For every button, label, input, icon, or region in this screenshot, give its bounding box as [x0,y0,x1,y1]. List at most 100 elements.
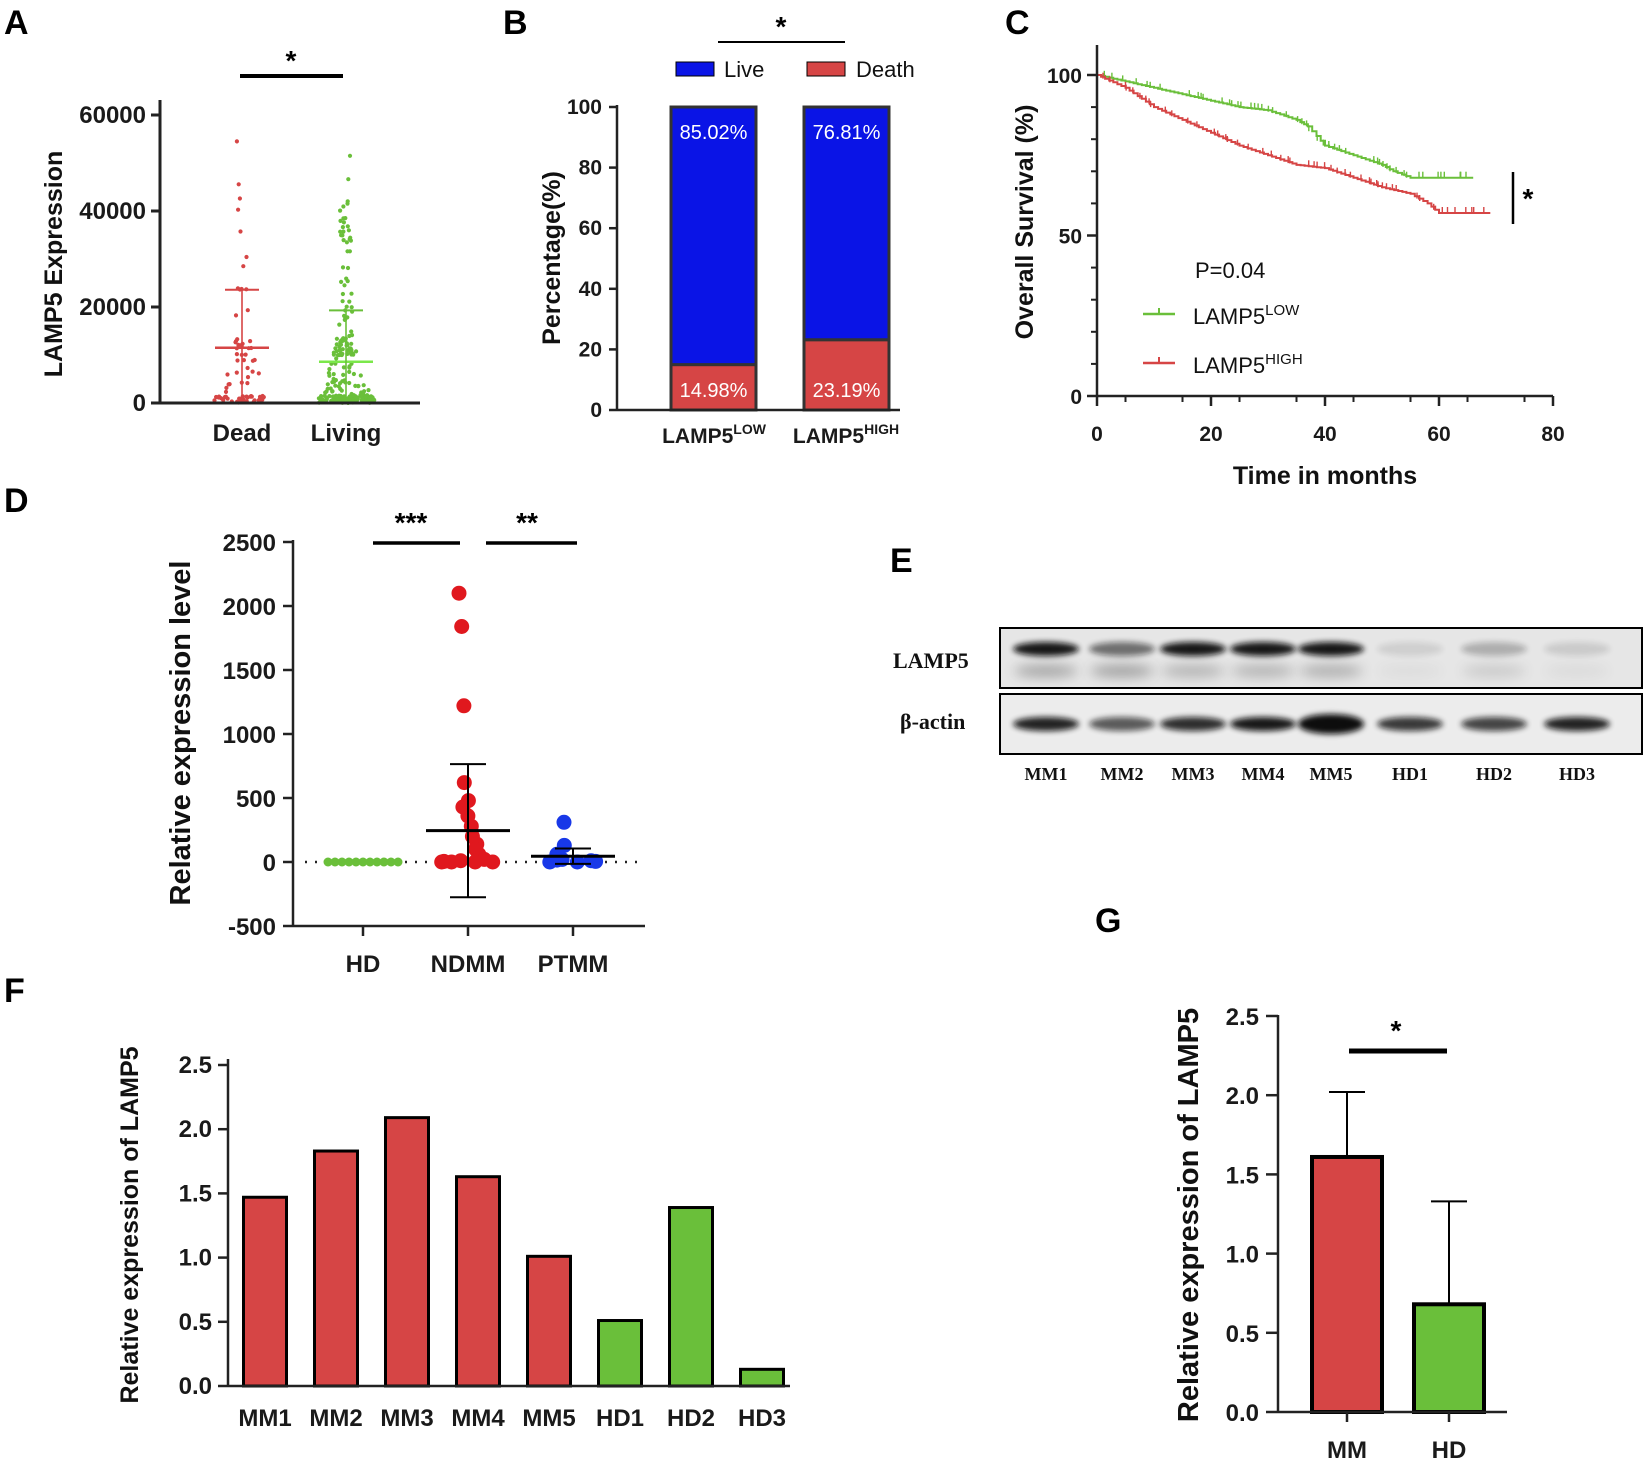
panel-f-x-tick-label: HD2 [667,1405,715,1432]
panel-a-point [356,384,361,389]
panel-d-point [365,857,375,867]
panel-c-x-tick-label: 40 [1313,423,1336,446]
panel-a-point [212,398,217,403]
blot-lane-label: HD1 [1392,764,1428,784]
blot-band-beta-actin [1377,717,1443,731]
panel-label-g: G [1095,902,1121,940]
blot-band-lamp5-upper [1461,642,1527,656]
panel-a-point [369,394,374,399]
panel-a-point [252,357,257,363]
panel-a-point [245,395,250,400]
panel-a-point [245,381,250,386]
panel-a-y-tick-label: 20000 [79,294,146,321]
panel-b-legend-live-swatch [675,61,715,77]
panel-label-d: D [4,482,29,520]
panel-b-y-tick-label: 20 [579,338,602,361]
panel-a-point [344,304,349,309]
blot-lane-label: HD3 [1559,764,1595,784]
panel-a-point [339,233,344,238]
panel-c-y-tick-label: 0 [1070,386,1082,409]
panel-a-point [236,207,241,212]
panel-a-point [340,347,345,352]
panel-f-bars [242,1116,785,1388]
panel-a-point [360,395,365,400]
panel-d-point [542,854,558,870]
panel-d-point [372,857,382,867]
panel-a-y-tick-label: 40000 [79,198,146,225]
panel-d-x-label-ndmm: NDMM [431,951,506,978]
blot-band-lamp5-lower [1014,665,1078,677]
panel-a-point [347,364,352,369]
panel-f-bar: 0.0 0.5 1.0 1.5 2.0 2.5 MM1 MM2 MM3 MM4 MM5 HD1 HD2 H… [116,1046,790,1432]
panel-label-f: F [4,972,25,1010]
panel-a-point [342,313,347,318]
panel-a-point [341,238,346,243]
panel-a-point [238,229,243,234]
panel-a-point [341,372,346,377]
panel-c-legend-low: LAMP5LOW [1193,302,1300,329]
panel-g-bar-mm [1310,1154,1384,1414]
panel-a-y-ticks: 0 20000 40000 60000 [79,102,160,417]
panel-c-legend-high: LAMP5HIGH [1193,351,1303,378]
panel-a-point [233,313,239,318]
blot-row-label-beta-actin: β-actin [900,709,965,734]
panel-f-bar-mm1 [242,1195,288,1388]
panel-b-bar-label-live: 85.02% [680,122,748,144]
panel-d-point [456,775,472,791]
panel-f-bar-mm3 [384,1116,430,1388]
panel-a-point [341,220,346,225]
panel-f-y-tick-label: 2.5 [179,1052,212,1079]
panel-b-y-tick-label: 60 [579,217,602,240]
panel-d-point [337,857,347,867]
panel-d-y-title: Relative expression level [165,561,197,906]
blot-band-lamp5-upper [1377,642,1443,656]
blot-band-lamp5-lower [1231,665,1295,677]
panel-a-point [331,372,336,377]
panel-a-point [327,367,332,372]
panel-d-point [485,854,501,870]
panel-b-bar-label-live: 76.81% [813,122,881,144]
blot-band-lamp5-upper [1298,642,1364,656]
panel-b-x-label-high: LAMP5HIGH [793,421,899,448]
panel-d-point [386,857,396,867]
panel-f-x-tick-label: MM1 [238,1405,291,1432]
panel-a-summary-lines [215,288,373,403]
panel-f-y-tick-label: 1.0 [179,1245,212,1272]
panel-a-point [347,153,353,158]
panel-d-point [454,619,470,634]
panel-f-y-title: Relative expression of LAMP5 [116,1046,144,1403]
blot-band-lamp5-upper [1013,642,1079,656]
panel-d-point [451,585,467,601]
panel-a-point [225,372,230,377]
panel-a-point [341,204,346,209]
blot-band-beta-actin [1089,717,1155,731]
panel-d-y-tick-label: 2500 [223,530,276,557]
panel-a-point [245,308,250,313]
panel-d-point [467,854,483,870]
blot-lane-label: MM2 [1101,764,1144,784]
panel-g-y-tick-label: 2.0 [1226,1083,1259,1110]
panel-a-point [241,358,246,363]
panel-a-point [245,375,251,380]
blot-strip-lamp5 [999,627,1643,689]
panel-a-point [227,382,232,387]
panel-f-y-tick-label: 0.5 [179,1309,212,1336]
panel-b-y-tick-label: 80 [579,157,602,180]
panel-a-point [334,342,339,347]
panel-b-legend-live: Live [724,57,764,82]
panel-a-point [346,228,351,233]
panel-a-point [261,395,266,400]
panel-d-y-tick-label: 1500 [223,658,276,685]
panel-f-bar-mm5 [526,1254,572,1388]
panel-d-y-tick-label: 2000 [223,594,276,621]
panel-a-point [236,182,241,187]
panel-a-sig-star: * [286,45,297,76]
panel-a-point [340,396,345,401]
blot-band-beta-actin [1461,717,1527,731]
panel-a-point [234,352,239,357]
blot-band-lamp5-lower [1161,665,1225,677]
blot-band-beta-actin [1160,717,1226,731]
panel-d-scatter: -500 0 500 1000 1500 2000 2500 HD NDMM PTMM Re… [165,507,645,978]
panel-a-point [358,373,363,378]
